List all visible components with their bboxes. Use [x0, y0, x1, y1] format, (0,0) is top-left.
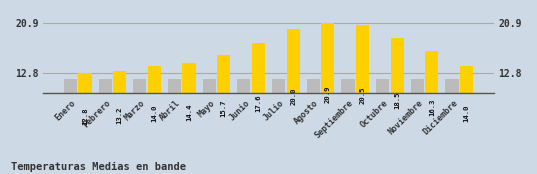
Bar [113, 70, 126, 152]
Bar [252, 43, 265, 152]
Bar [356, 26, 369, 152]
Bar [425, 52, 439, 152]
Text: 20.0: 20.0 [290, 88, 296, 105]
Bar [272, 79, 285, 152]
Text: 20.9: 20.9 [325, 85, 331, 103]
Bar [321, 23, 335, 152]
Bar [237, 79, 250, 152]
Bar [445, 79, 459, 152]
Text: 20.5: 20.5 [359, 86, 366, 104]
Bar [411, 79, 424, 152]
Text: Temperaturas Medias en bande: Temperaturas Medias en bande [11, 162, 186, 172]
Bar [168, 79, 181, 152]
Text: 12.8: 12.8 [82, 108, 88, 125]
Bar [342, 79, 354, 152]
Bar [183, 63, 195, 152]
Bar [217, 55, 230, 152]
Text: 17.6: 17.6 [256, 94, 262, 112]
Bar [133, 79, 147, 152]
Text: 13.2: 13.2 [117, 107, 122, 124]
Text: 14.4: 14.4 [186, 103, 192, 121]
Bar [287, 29, 300, 152]
Bar [390, 38, 404, 152]
Text: 14.0: 14.0 [463, 104, 469, 122]
Bar [307, 79, 320, 152]
Bar [460, 66, 473, 152]
Bar [148, 66, 161, 152]
Text: 18.5: 18.5 [394, 92, 400, 109]
Bar [78, 73, 92, 152]
Text: 15.7: 15.7 [221, 100, 227, 117]
Text: 14.0: 14.0 [151, 104, 157, 122]
Text: 16.3: 16.3 [429, 98, 435, 116]
Bar [64, 79, 77, 152]
Bar [98, 79, 112, 152]
Bar [376, 79, 389, 152]
Bar [202, 79, 216, 152]
